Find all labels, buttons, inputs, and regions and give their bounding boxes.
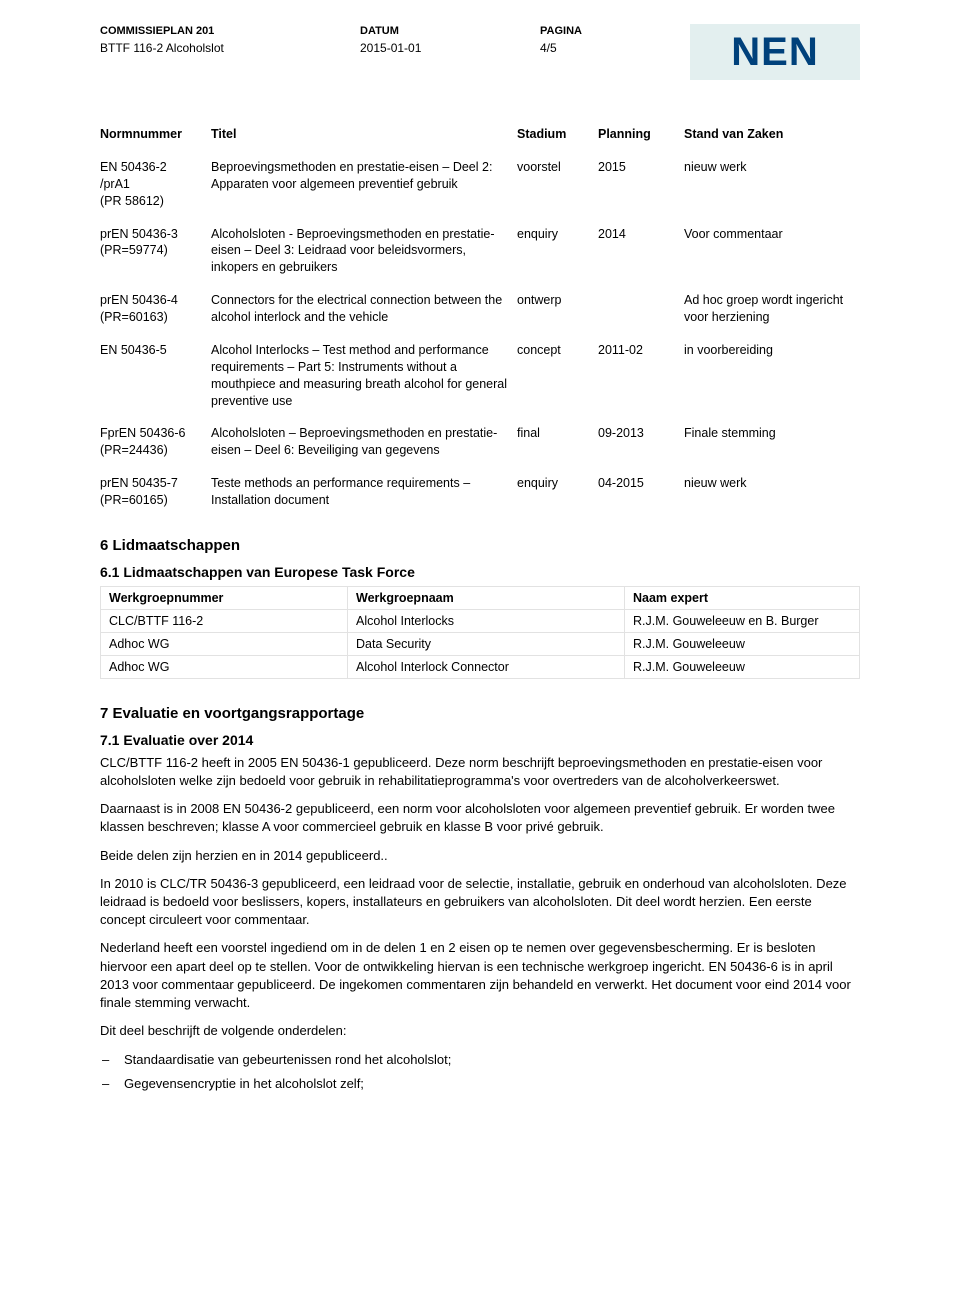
section-6-1-title: 6.1 Lidmaatschappen van Europese Task Fo… xyxy=(100,564,860,580)
th-normnummer: Normnummer xyxy=(100,120,211,153)
table-row: prEN 50436-4 (PR=60163) Connectors for t… xyxy=(100,286,860,336)
cell-zaken: in voorbereiding xyxy=(684,336,860,420)
header-label-datum: DATUM xyxy=(360,24,540,40)
th-titel: Titel xyxy=(211,120,517,153)
cell-nr: prEN 50435-7 (PR=60165) xyxy=(100,469,211,519)
nen-logo: NEN xyxy=(690,24,860,80)
table-row: CLC/BTTF 116-2 Alcohol Interlocks R.J.M.… xyxy=(101,609,860,632)
tf-name: Alcohol Interlocks xyxy=(348,609,625,632)
nen-logo-text: NEN xyxy=(731,30,818,75)
section-6-title: 6 Lidmaatschappen xyxy=(100,537,860,554)
para: CLC/BTTF 116-2 heeft in 2005 EN 50436-1 … xyxy=(100,754,860,790)
tf-name: Alcohol Interlock Connector xyxy=(348,655,625,678)
cell-title: Alcoholsloten – Beproevingsmethoden en p… xyxy=(211,419,517,469)
section-7-body: CLC/BTTF 116-2 heeft in 2005 EN 50436-1 … xyxy=(100,754,860,1093)
cell-title: Beproevingsmethoden en prestatie-eisen –… xyxy=(211,153,517,220)
cell-nr: prEN 50436-3 (PR=59774) xyxy=(100,220,211,287)
bullet-list: Standaardisatie van gebeurtenissen rond … xyxy=(100,1050,860,1093)
header-label-commissie: COMMISSIEPLAN 201 xyxy=(100,24,360,40)
table-row: Adhoc WG Data Security R.J.M. Gouweleeuw xyxy=(101,632,860,655)
tf-num: CLC/BTTF 116-2 xyxy=(101,609,348,632)
tf-expert: R.J.M. Gouweleeuw en B. Burger xyxy=(625,609,860,632)
section-7-title: 7 Evaluatie en voortgangsrapportage xyxy=(100,705,860,722)
cell-title: Alcohol Interlocks – Test method and per… xyxy=(211,336,517,420)
th-stadium: Stadium xyxy=(517,120,598,153)
header-value-commissie: BTTF 116-2 Alcoholslot xyxy=(100,40,360,57)
tf-expert: R.J.M. Gouweleeuw xyxy=(625,655,860,678)
cell-nr: EN 50436-2 /prA1 (PR 58612) xyxy=(100,153,211,220)
cell-planning: 2011-02 xyxy=(598,336,684,420)
cell-planning: 09-2013 xyxy=(598,419,684,469)
table-row: EN 50436-5 Alcohol Interlocks – Test met… xyxy=(100,336,860,420)
header-value-pagina: 4/5 xyxy=(540,40,620,57)
page-header: COMMISSIEPLAN 201 DATUM PAGINA BTTF 116-… xyxy=(100,24,860,80)
tf-num: Adhoc WG xyxy=(101,655,348,678)
cell-stadium: enquiry xyxy=(517,220,598,287)
cell-stadium: voorstel xyxy=(517,153,598,220)
cell-nr: EN 50436-5 xyxy=(100,336,211,420)
header-label-pagina: PAGINA xyxy=(540,24,620,40)
cell-planning: 2014 xyxy=(598,220,684,287)
tf-expert: R.J.M. Gouweleeuw xyxy=(625,632,860,655)
tf-th-name: Werkgroepnaam xyxy=(348,586,625,609)
cell-title: Teste methods an performance requirement… xyxy=(211,469,517,519)
tf-name: Data Security xyxy=(348,632,625,655)
norm-table: Normnummer Titel Stadium Planning Stand … xyxy=(100,120,860,519)
table-row: prEN 50435-7 (PR=60165) Teste methods an… xyxy=(100,469,860,519)
cell-zaken: Finale stemming xyxy=(684,419,860,469)
cell-zaken: nieuw werk xyxy=(684,153,860,220)
table-row: Adhoc WG Alcohol Interlock Connector R.J… xyxy=(101,655,860,678)
cell-stadium: final xyxy=(517,419,598,469)
cell-stadium: concept xyxy=(517,336,598,420)
para: Daarnaast is in 2008 EN 50436-2 gepublic… xyxy=(100,800,860,836)
para: Dit deel beschrijft de volgende onderdel… xyxy=(100,1022,860,1040)
table-row: FprEN 50436-6 (PR=24436) Alcoholsloten –… xyxy=(100,419,860,469)
th-zaken: Stand van Zaken xyxy=(684,120,860,153)
list-item: Standaardisatie van gebeurtenissen rond … xyxy=(102,1050,860,1070)
tf-th-expert: Naam expert xyxy=(625,586,860,609)
cell-zaken: nieuw werk xyxy=(684,469,860,519)
table-row: EN 50436-2 /prA1 (PR 58612) Beproevingsm… xyxy=(100,153,860,220)
cell-nr: prEN 50436-4 (PR=60163) xyxy=(100,286,211,336)
header-meta-grid: COMMISSIEPLAN 201 DATUM PAGINA BTTF 116-… xyxy=(100,24,620,57)
para: Beide delen zijn herzien en in 2014 gepu… xyxy=(100,847,860,865)
norm-table-header: Normnummer Titel Stadium Planning Stand … xyxy=(100,120,860,153)
document-page: COMMISSIEPLAN 201 DATUM PAGINA BTTF 116-… xyxy=(50,0,910,1137)
section-7-1-title: 7.1 Evaluatie over 2014 xyxy=(100,732,860,748)
tf-header-row: Werkgroepnummer Werkgroepnaam Naam exper… xyxy=(101,586,860,609)
cell-planning: 04-2015 xyxy=(598,469,684,519)
cell-planning xyxy=(598,286,684,336)
header-value-datum: 2015-01-01 xyxy=(360,40,540,57)
cell-title: Connectors for the electrical connection… xyxy=(211,286,517,336)
list-item: Gegevensencryptie in het alcoholslot zel… xyxy=(102,1074,860,1094)
cell-planning: 2015 xyxy=(598,153,684,220)
table-row: prEN 50436-3 (PR=59774) Alcoholsloten - … xyxy=(100,220,860,287)
tf-th-num: Werkgroepnummer xyxy=(101,586,348,609)
tf-num: Adhoc WG xyxy=(101,632,348,655)
cell-zaken: Ad hoc groep wordt ingericht voor herzie… xyxy=(684,286,860,336)
cell-nr: FprEN 50436-6 (PR=24436) xyxy=(100,419,211,469)
para: In 2010 is CLC/TR 50436-3 gepubliceerd, … xyxy=(100,875,860,930)
th-planning: Planning xyxy=(598,120,684,153)
para: Nederland heeft een voorstel ingediend o… xyxy=(100,939,860,1012)
cell-zaken: Voor commentaar xyxy=(684,220,860,287)
cell-stadium: ontwerp xyxy=(517,286,598,336)
cell-title: Alcoholsloten - Beproevingsmethoden en p… xyxy=(211,220,517,287)
cell-stadium: enquiry xyxy=(517,469,598,519)
taskforce-table: Werkgroepnummer Werkgroepnaam Naam exper… xyxy=(100,586,860,679)
